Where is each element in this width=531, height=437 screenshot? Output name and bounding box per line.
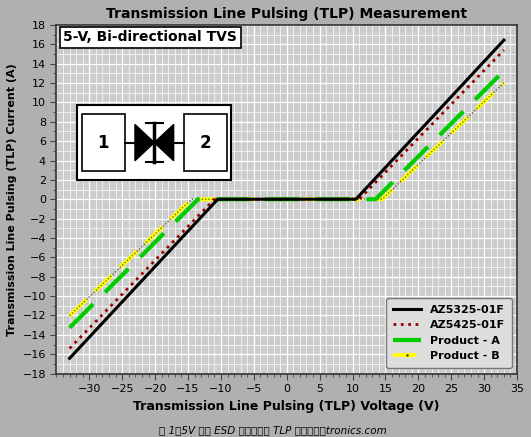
Text: 图 1：5V 双向 ESD 保护组件的 TLP 测试曲线。tronics.com: 图 1：5V 双向 ESD 保护组件的 TLP 测试曲线。tronics.com xyxy=(159,425,387,435)
Text: 2: 2 xyxy=(200,134,211,152)
Bar xyxy=(82,114,125,171)
Polygon shape xyxy=(135,125,155,161)
Legend: AZ5325-01F, AZ5425-01F, Product - A, Product - B: AZ5325-01F, AZ5425-01F, Product - A, Pro… xyxy=(387,298,511,368)
Text: 1: 1 xyxy=(98,134,109,152)
FancyBboxPatch shape xyxy=(77,105,232,180)
Text: 5-V, Bi-directional TVS: 5-V, Bi-directional TVS xyxy=(63,30,237,44)
Bar xyxy=(184,114,227,171)
Y-axis label: Transmission Line Pulsing (TLP) Current (A): Transmission Line Pulsing (TLP) Current … xyxy=(7,63,17,336)
Polygon shape xyxy=(155,125,174,161)
Title: Transmission Line Pulsing (TLP) Measurement: Transmission Line Pulsing (TLP) Measurem… xyxy=(106,7,467,21)
X-axis label: Transmission Line Pulsing (TLP) Voltage (V): Transmission Line Pulsing (TLP) Voltage … xyxy=(133,399,440,413)
